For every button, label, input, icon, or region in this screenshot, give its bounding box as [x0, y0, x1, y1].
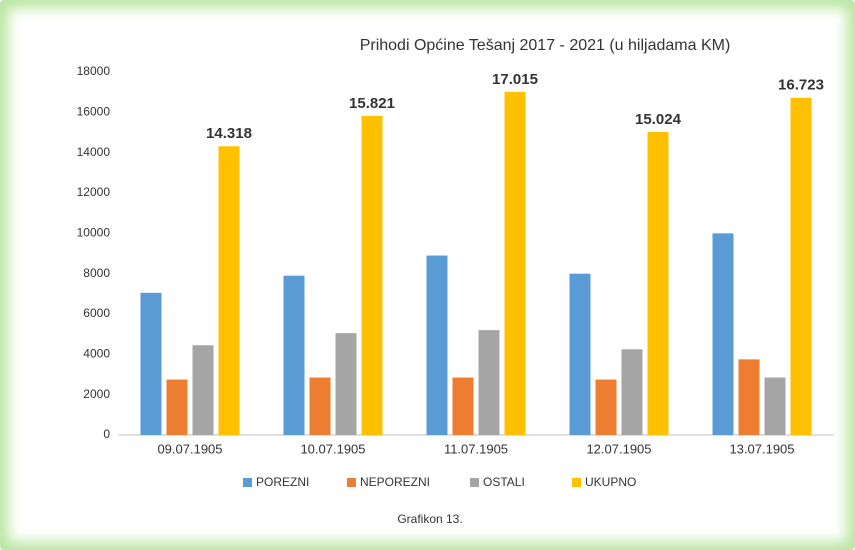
- y-tick-label: 10000: [77, 226, 111, 240]
- x-tick-label: 13.07.1905: [729, 441, 794, 456]
- bar: [569, 273, 591, 435]
- bar: [790, 97, 812, 435]
- bar: [452, 377, 474, 435]
- bar: [738, 359, 760, 435]
- caption: Grafikon 13.: [397, 512, 462, 526]
- bar: [764, 377, 786, 435]
- x-tick-label: 11.07.1905: [444, 441, 508, 456]
- value-label: 16.723: [778, 77, 824, 94]
- legend-swatch: [243, 478, 252, 487]
- x-tick-label: 10.07.1905: [300, 441, 365, 456]
- legend-label: POREZNI: [256, 475, 309, 489]
- bar: [621, 349, 643, 435]
- y-tick-label: 0: [103, 427, 110, 441]
- chart-title: Prihodi Općine Tešanj 2017 - 2021 (u hil…: [360, 37, 731, 54]
- legend-swatch: [347, 478, 356, 487]
- y-tick-label: 2000: [83, 387, 110, 401]
- y-tick-label: 18000: [77, 64, 111, 78]
- legend-swatch: [572, 478, 581, 487]
- bar: [478, 330, 500, 435]
- value-label: 15.821: [349, 95, 395, 112]
- bar: [192, 345, 214, 435]
- y-tick-label: 12000: [77, 185, 111, 199]
- value-label: 15.024: [635, 111, 682, 128]
- y-tick-label: 16000: [77, 105, 111, 119]
- y-tick-label: 6000: [83, 306, 110, 320]
- x-tick-label: 12.07.1905: [586, 441, 651, 456]
- value-label: 14.318: [206, 125, 252, 142]
- bar: [283, 275, 305, 435]
- bar: [309, 377, 331, 435]
- bar: [140, 292, 162, 435]
- bar: [504, 91, 526, 435]
- bar: [712, 233, 734, 435]
- y-tick-label: 14000: [77, 145, 111, 159]
- legend-label: UKUPNO: [585, 475, 636, 489]
- bar: [335, 333, 357, 435]
- legend-label: OSTALI: [483, 475, 525, 489]
- value-label: 17.015: [492, 71, 538, 88]
- bar: [426, 255, 448, 435]
- x-tick-label: 09.07.1905: [157, 441, 222, 456]
- y-tick-label: 8000: [83, 266, 110, 280]
- y-tick-label: 4000: [83, 347, 110, 361]
- bar: [166, 379, 188, 435]
- bar: [218, 146, 240, 435]
- bar: [361, 115, 383, 435]
- legend-swatch: [470, 478, 479, 487]
- bar: [595, 379, 617, 435]
- legend-label: NEPOREZNI: [360, 475, 430, 489]
- bar: [647, 132, 669, 436]
